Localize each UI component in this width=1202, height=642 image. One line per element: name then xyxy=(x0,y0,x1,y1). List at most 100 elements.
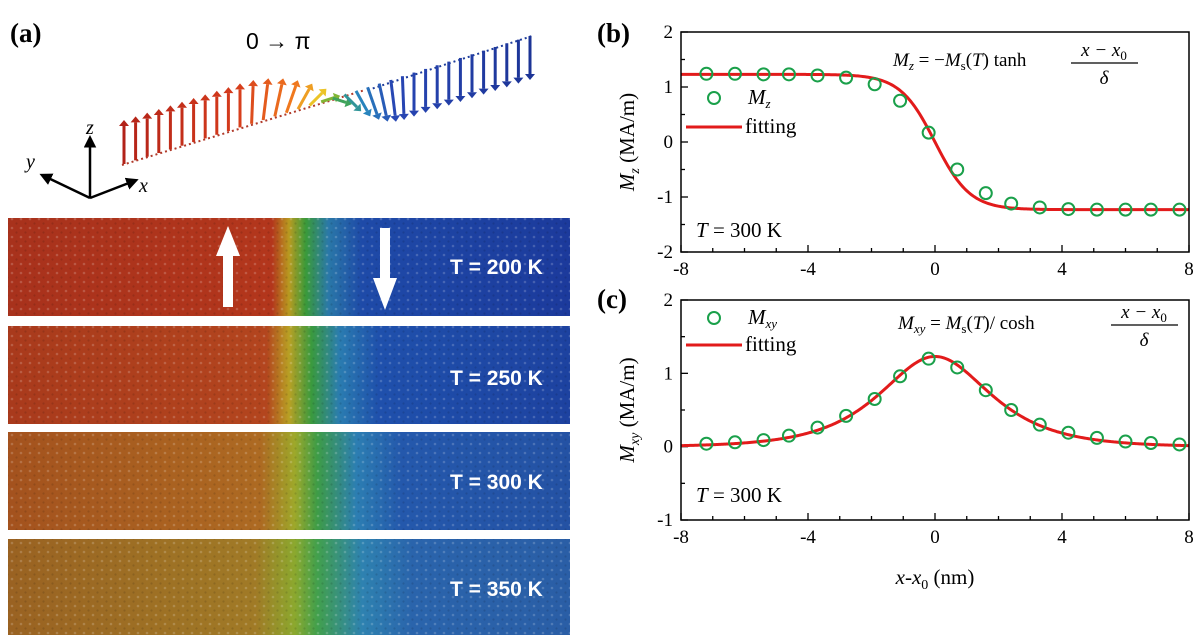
panel-a: (a) 0 → π z x y T = 200 K T = 250 K xyxy=(8,18,570,635)
data-point xyxy=(1004,196,1019,211)
data-point xyxy=(921,351,936,366)
panel-c-xlabel: x-x0 (nm) xyxy=(895,565,975,593)
spin-arrow xyxy=(211,90,222,135)
data-point xyxy=(867,77,882,92)
data-point xyxy=(810,68,825,83)
spin-arrow xyxy=(332,96,352,108)
spin-arrow xyxy=(354,90,372,117)
svg-text:Mxy = Ms(T)/ cosh: Mxy = Ms(T)/ cosh xyxy=(897,313,1035,336)
data-point xyxy=(1061,425,1076,440)
panel-c-annotation: T = 300 K xyxy=(696,483,782,507)
panel-b-label: (b) xyxy=(597,18,630,48)
panel-a-label: (a) xyxy=(10,18,41,48)
spin-arrow xyxy=(343,93,362,112)
spin-arrow xyxy=(420,68,431,113)
rotation-title: 0 → π xyxy=(246,28,310,54)
x-tick-label: 4 xyxy=(1057,527,1067,548)
panel-c-ylabel: Mxy (MA/m) xyxy=(615,357,643,463)
panel-c-plot xyxy=(680,351,1190,452)
x-tick-label: 0 xyxy=(930,527,940,548)
data-point xyxy=(781,67,796,82)
y-tick-label: 0 xyxy=(664,437,674,458)
strip-250-atoms xyxy=(8,326,570,424)
spin-chain xyxy=(119,35,535,166)
spin-arrow xyxy=(308,88,327,107)
y-tick-label: 2 xyxy=(664,290,674,311)
data-point xyxy=(1004,403,1019,417)
panel-c: (c) -8 -4 0 4 8 2 1 0 -1 Mxy (MA/m) T = 300 K Mx… xyxy=(597,284,1194,593)
spin-arrow xyxy=(513,39,524,84)
panel-c-frame xyxy=(680,299,1190,521)
data-point xyxy=(893,93,908,108)
spin-arrow xyxy=(320,92,341,104)
spin-arrow xyxy=(165,105,176,150)
data-point xyxy=(727,66,742,81)
spin-arrow xyxy=(389,79,401,122)
data-point xyxy=(1118,202,1133,217)
spin-arrow xyxy=(296,83,314,110)
y-tick-label: -1 xyxy=(657,510,673,531)
data-point xyxy=(839,408,854,423)
chain-baseline-left xyxy=(121,89,366,166)
panel-c-ticks: -8 -4 0 4 8 2 1 0 -1 xyxy=(657,290,1194,548)
y-axis-label: y xyxy=(24,151,35,173)
x-tick-label: 0 xyxy=(930,259,940,280)
data-point xyxy=(1172,437,1187,452)
svg-text:δ: δ xyxy=(1100,68,1110,89)
legend-label-mxy: Mxy xyxy=(747,305,777,331)
data-point xyxy=(1118,434,1133,449)
data-point xyxy=(1143,436,1158,450)
data-point xyxy=(867,392,882,406)
spin-arrow xyxy=(525,36,535,80)
data-point xyxy=(699,436,714,451)
spin-arrow xyxy=(284,80,301,114)
data-point xyxy=(756,67,771,82)
x-tick-label: -8 xyxy=(673,527,689,548)
strip-350: T = 350 K xyxy=(8,539,570,635)
strip-350-atoms xyxy=(8,539,570,635)
strip-350-label: T = 350 K xyxy=(450,578,543,601)
y-tick-label: -1 xyxy=(657,187,673,208)
x-axis-label: x xyxy=(138,175,148,197)
strip-200: T = 200 K xyxy=(8,218,570,316)
data-point xyxy=(727,435,742,450)
spin-arrow xyxy=(235,83,245,128)
data-point xyxy=(978,186,993,201)
spin-arrow xyxy=(455,57,466,102)
panel-b-annotation: T = 300 K xyxy=(696,218,782,242)
spin-arrow xyxy=(490,46,501,91)
spin-arrow xyxy=(398,76,409,120)
fitting-curve xyxy=(680,354,1190,448)
spin-arrow xyxy=(142,112,153,157)
data-point xyxy=(810,420,825,435)
spin-arrow xyxy=(467,54,477,99)
strip-250: T = 250 K xyxy=(8,326,570,424)
data-point xyxy=(1089,202,1104,217)
data-point xyxy=(699,66,714,81)
panel-b-legend: Mz fitting xyxy=(686,85,797,138)
panel-b-ylabel: Mz (MA/m) xyxy=(615,93,643,192)
x-tick-label: 4 xyxy=(1057,259,1067,280)
data-point xyxy=(1089,430,1104,445)
panel-c-label: (c) xyxy=(597,284,627,314)
fitting-curve xyxy=(681,72,1189,212)
spin-arrow xyxy=(443,61,454,106)
spin-arrow xyxy=(223,87,234,132)
spin-arrow xyxy=(377,83,392,122)
svg-text:x − x0: x − x0 xyxy=(1120,302,1167,325)
svg-text:x − x0: x − x0 xyxy=(1080,40,1127,63)
spin-arrow xyxy=(261,78,273,121)
spin-arrow xyxy=(130,116,141,161)
data-point xyxy=(1061,202,1076,217)
up-arrow-icon xyxy=(216,226,240,307)
data-point xyxy=(1172,202,1187,217)
strip-300-label: T = 300 K xyxy=(450,471,543,494)
strip-300: T = 300 K xyxy=(8,432,570,530)
x-tick-label: 8 xyxy=(1184,259,1194,280)
legend-marker-mxy xyxy=(707,311,721,325)
strip-250-label: T = 250 K xyxy=(450,367,543,390)
x-tick-label: 8 xyxy=(1184,527,1194,548)
legend-label-mz: Mz xyxy=(747,85,771,111)
svg-text:δ: δ xyxy=(1140,330,1150,351)
data-point xyxy=(950,162,965,177)
